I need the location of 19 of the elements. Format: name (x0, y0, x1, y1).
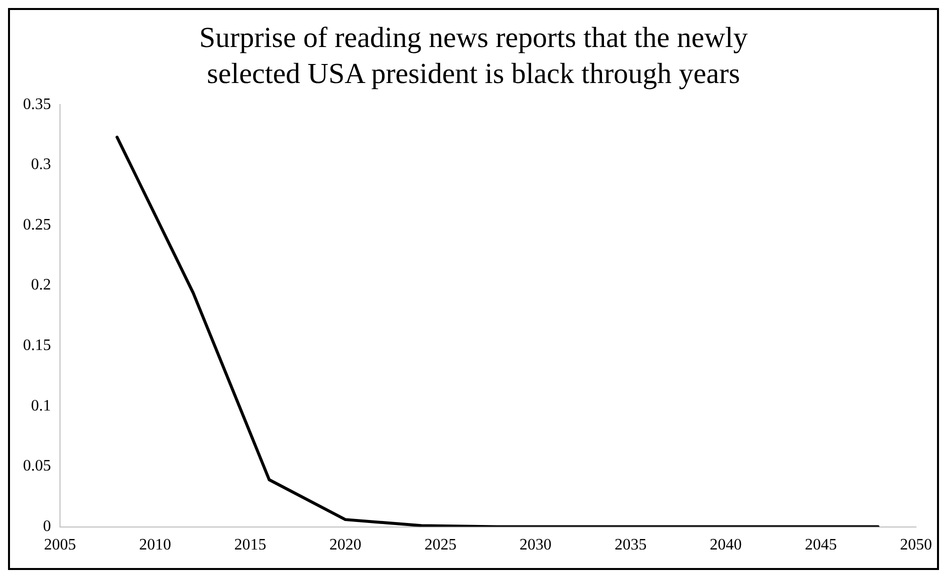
x-tick-label: 2015 (234, 536, 266, 554)
x-tick-label: 2020 (329, 536, 362, 554)
x-tick-label: 2045 (804, 536, 837, 554)
y-tick-label: 0.3 (31, 156, 51, 174)
y-tick-label: 0.05 (23, 458, 51, 475)
x-tick-label: 2005 (44, 536, 76, 554)
y-tick-label: 0.2 (31, 276, 51, 294)
y-tick-label: 0.25 (23, 216, 51, 234)
x-tick-label: 2025 (424, 536, 456, 554)
chart-title: Surprise of reading news reports that the newly selected USA president is black through years (198, 21, 749, 92)
y-tick-label: 0.35 (23, 96, 51, 113)
x-tick-label: 2030 (520, 536, 552, 554)
x-tick-label: 2035 (614, 536, 647, 554)
x-tick-label: 2010 (139, 536, 172, 554)
y-tick-label: 0.1 (31, 397, 51, 414)
x-tick-label: 2050 (900, 536, 932, 554)
y-tick-label: 0 (43, 518, 51, 536)
y-tick-label: 0.15 (23, 337, 51, 354)
x-tick-label: 2040 (710, 536, 742, 554)
